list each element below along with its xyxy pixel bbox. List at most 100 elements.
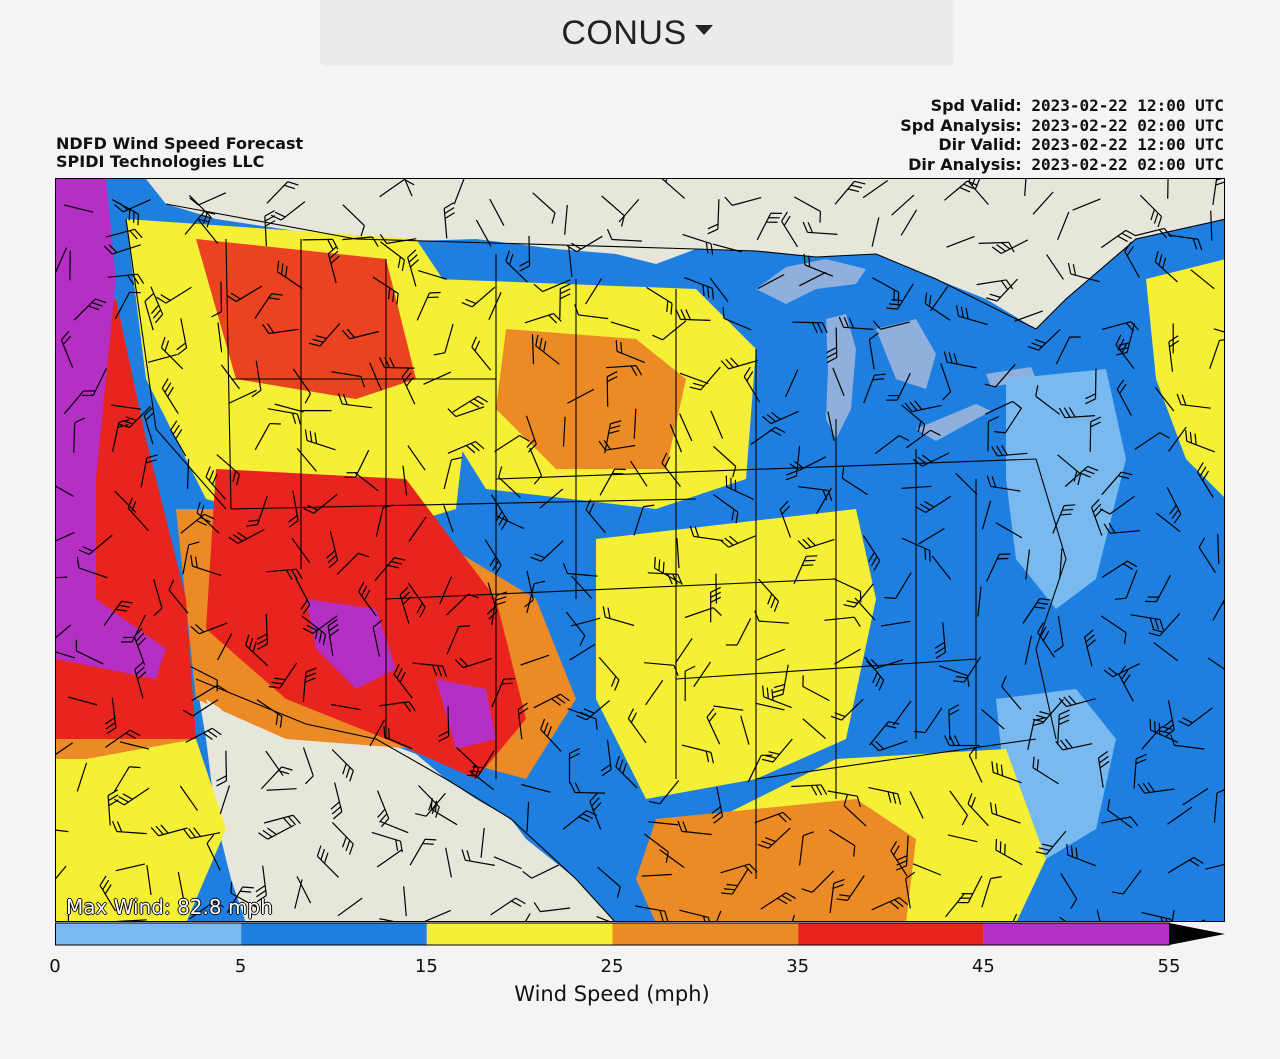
wind-barb <box>116 919 147 921</box>
yellow-plains-south <box>596 509 876 799</box>
wind-barb <box>913 707 943 734</box>
wind-barb <box>991 445 1028 457</box>
wind-barb <box>781 211 799 248</box>
wind-barb <box>785 914 795 921</box>
wind-barb <box>113 766 141 793</box>
wind-barb <box>469 770 495 791</box>
wind-barb <box>648 780 680 805</box>
wind-barb <box>1212 179 1224 205</box>
wind-barb <box>369 362 382 391</box>
wind-barb <box>525 415 537 453</box>
wind-barb <box>287 490 299 528</box>
wind-barb <box>127 497 149 531</box>
wind-barb <box>480 827 485 858</box>
wind-barb <box>342 204 365 237</box>
wind-barb <box>829 879 845 914</box>
wind-barb <box>720 357 758 370</box>
wind-barb <box>854 597 876 621</box>
wind-barb <box>585 499 606 534</box>
wind-barb <box>256 699 283 728</box>
wind-barb <box>416 291 441 321</box>
wind-barb <box>372 619 383 657</box>
wind-barb <box>107 273 145 285</box>
wind-barb <box>779 500 792 538</box>
wind-barb <box>802 675 830 702</box>
wind-barb <box>740 715 750 745</box>
wind-barb <box>863 373 886 404</box>
wind-barb <box>331 371 365 388</box>
wind-barb <box>1148 613 1181 637</box>
wind-barb <box>408 516 427 542</box>
wind-barb <box>792 321 828 334</box>
wind-barb <box>693 661 711 688</box>
wind-barb <box>533 693 570 709</box>
wind-barb <box>75 639 104 665</box>
wind-barb <box>682 233 714 255</box>
wind-barb <box>934 622 947 659</box>
wind-barb <box>1217 533 1220 564</box>
wind-barb <box>268 662 298 689</box>
wind-barb <box>189 901 225 920</box>
wind-barb <box>760 892 796 910</box>
wind-barb <box>190 554 222 576</box>
wind-barb <box>105 729 141 748</box>
wind-barb <box>836 875 865 901</box>
wind-barb <box>981 708 1005 730</box>
wind-barb <box>330 703 361 711</box>
wind-barb <box>978 241 1015 253</box>
wind-barb <box>864 656 885 691</box>
region-dropdown[interactable]: CONUS <box>320 0 954 66</box>
dir-analysis-row: Dir Analysis: 2023-02-22 02:00 UTC <box>900 155 1224 175</box>
wind-barb <box>380 241 405 271</box>
wind-barb <box>326 531 339 569</box>
wind-barb <box>1001 676 1022 710</box>
wind-barb <box>56 247 68 276</box>
wind-barb <box>559 283 571 319</box>
wind-barb <box>337 897 363 917</box>
wind-barb <box>706 707 721 745</box>
wind-barb <box>901 485 932 489</box>
wind-barb <box>263 814 301 827</box>
wind-barb <box>659 849 685 868</box>
wind-barb <box>264 210 276 247</box>
wind-barb <box>953 656 982 683</box>
wind-barb <box>567 388 595 404</box>
wind-barb <box>438 706 450 742</box>
wind-barb <box>801 870 834 893</box>
wind-barb <box>256 613 268 650</box>
wind-barb <box>371 831 403 853</box>
wind-barb <box>399 179 413 197</box>
wind-speed-map[interactable] <box>55 178 1225 922</box>
wind-barb <box>336 552 370 575</box>
wind-barb <box>669 424 683 453</box>
wind-barb <box>1027 717 1046 751</box>
wind-barb <box>1090 498 1104 536</box>
wind-barb <box>161 378 179 414</box>
wind-barb <box>1115 334 1135 370</box>
wind-barb <box>562 562 598 577</box>
wind-barb <box>446 593 479 616</box>
wind-barb <box>56 480 74 497</box>
wind-barb <box>1154 387 1175 412</box>
wind-barb <box>601 195 625 227</box>
wind-barb <box>327 618 340 656</box>
wind-barb <box>750 426 786 445</box>
dir-analysis-value: 2023-02-22 02:00 UTC <box>1031 154 1224 174</box>
wind-barb <box>991 761 1022 784</box>
wind-barb <box>1089 416 1102 452</box>
wind-barb <box>505 250 528 283</box>
wind-barb <box>912 452 950 467</box>
wind-barb <box>443 202 455 239</box>
wind-barb <box>103 244 141 255</box>
wind-barb <box>442 503 454 533</box>
colorbar-bin <box>241 923 427 945</box>
wind-barb <box>1057 211 1070 241</box>
wind-barb <box>679 413 693 442</box>
wind-barb <box>409 838 437 866</box>
wind-barb <box>1168 910 1175 921</box>
wind-barb <box>471 336 492 371</box>
wind-barb <box>843 583 874 608</box>
wind-barb <box>1154 250 1178 283</box>
wind-barb <box>327 245 340 283</box>
wind-barb <box>886 372 911 401</box>
